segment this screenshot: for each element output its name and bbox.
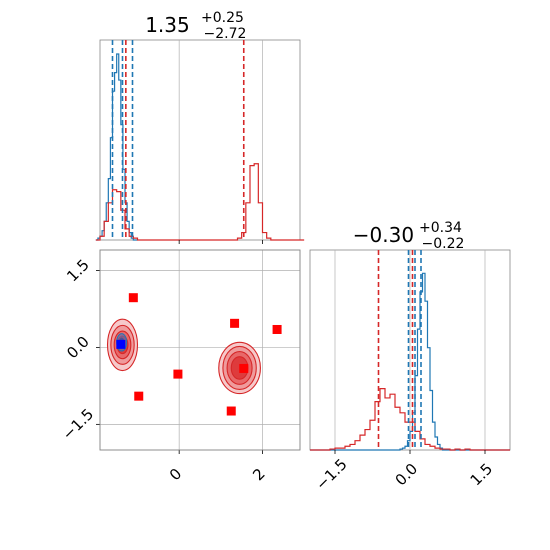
hist2-title: −0.30 +0.34 −0.22: [353, 217, 467, 252]
joint-ytick-label-1: 0.0: [63, 333, 93, 363]
joint-red-marker-6: [226, 406, 236, 416]
hist2-series-blue: [310, 272, 510, 451]
hist2-xtick-label-2: 1.5: [467, 460, 497, 490]
joint-red-marker-1: [230, 318, 240, 328]
hist1-title-sup: +0.25: [201, 10, 244, 26]
hist1-title: 1.35 +0.25 −2.72: [145, 7, 249, 42]
hist2-title-main: −0.30: [353, 223, 414, 247]
joint-xtick-label-0: 0: [166, 465, 185, 484]
hist2-xtick-label-1: 0.0: [392, 460, 422, 490]
joint-red-marker-3: [173, 369, 183, 379]
joint-red-marker-0: [128, 293, 138, 303]
joint-ytick-label-0: −1.5: [59, 405, 97, 443]
joint-xtick-label-1: 2: [249, 465, 268, 484]
hist2-title-sup: +0.34: [419, 220, 462, 236]
hist2-series-red: [310, 388, 510, 451]
joint-ytick-label-2: 1.5: [63, 256, 93, 286]
joint-scatter-panel: 0 2 −1.5 0.0 1.5: [59, 249, 301, 484]
hist1-series-red: [95, 163, 305, 241]
hist1-title-sub: −2.72: [204, 26, 247, 42]
joint-true-marker: [116, 339, 126, 349]
marginal-histogram-param1: 1.35 +0.25 −2.72: [95, 7, 305, 244]
hist2-title-sub: −0.22: [422, 236, 465, 252]
hist1-title-main: 1.35: [145, 13, 190, 37]
joint-red-marker-4: [134, 391, 144, 401]
joint-red-marker-2: [272, 324, 282, 334]
joint-frame-top: [99, 249, 301, 451]
joint-red-marker-5: [239, 363, 249, 373]
hist1-frame: [99, 39, 301, 241]
marginal-histogram-param2: −0.30 +0.34 −0.22 −1.5 0.0 1.5: [309, 217, 511, 494]
hist2-xtick-label-0: −1.5: [312, 455, 350, 493]
